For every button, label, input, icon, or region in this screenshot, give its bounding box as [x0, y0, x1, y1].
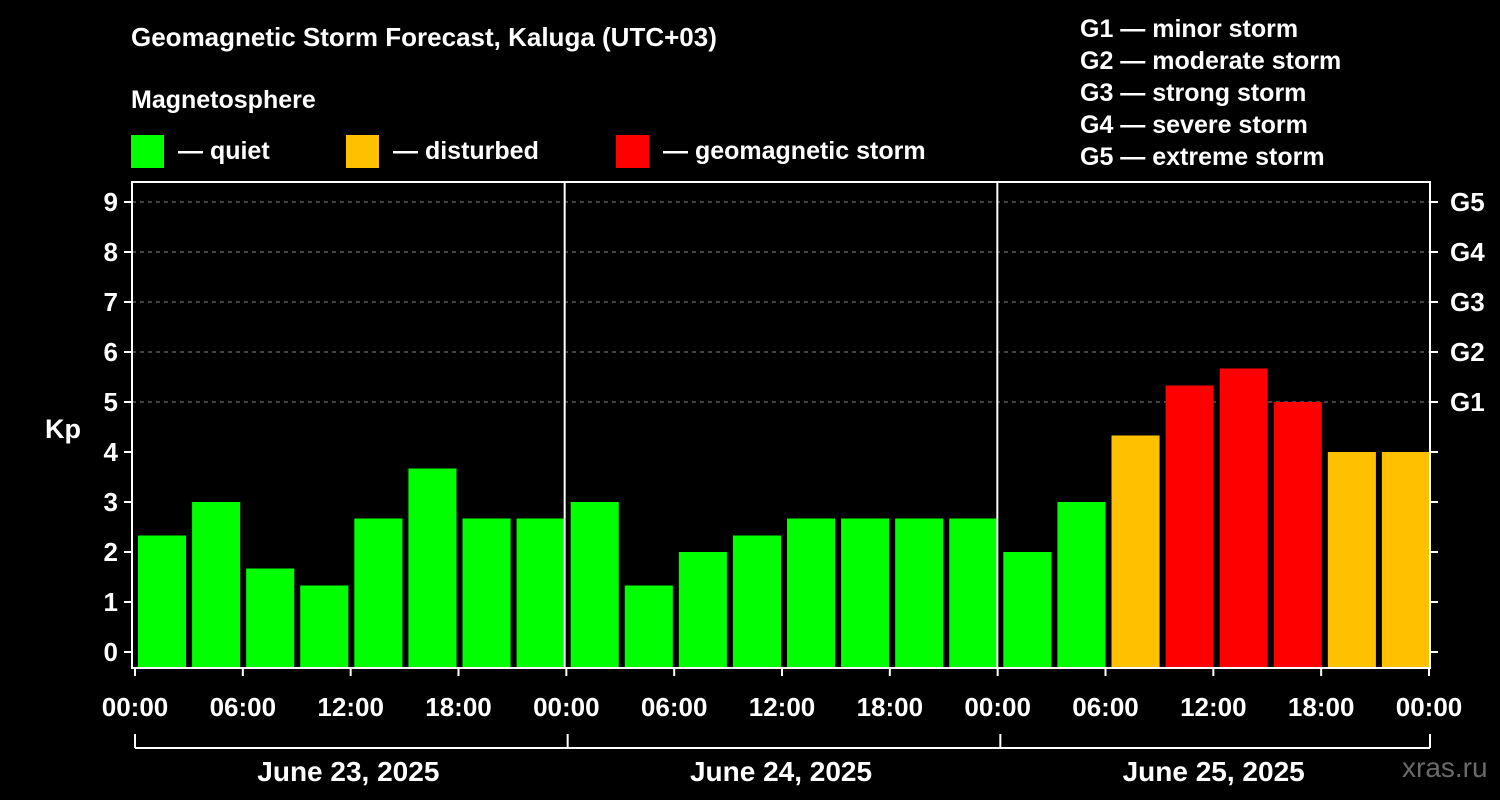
x-tick-label: 18:00 — [857, 692, 924, 722]
day-label: June 25, 2025 — [1123, 756, 1305, 787]
g-level-label: G3 — [1450, 287, 1485, 317]
storm-level-g5: G5 — extreme storm — [1080, 143, 1325, 171]
kp-bar — [138, 535, 187, 668]
kp-bar — [408, 468, 457, 668]
g-level-label: G4 — [1450, 237, 1485, 267]
chart-title: Geomagnetic Storm Forecast, Kaluga (UTC+… — [131, 22, 717, 52]
y-tick-label: 2 — [104, 537, 118, 567]
storm-level-g1: G1 — minor storm — [1080, 15, 1299, 43]
kp-bar — [1327, 452, 1376, 668]
kp-bar — [678, 552, 727, 668]
x-tick-label: 12:00 — [1180, 692, 1247, 722]
kp-bar — [1273, 402, 1322, 668]
kp-bar — [570, 502, 619, 668]
kp-bar — [192, 502, 241, 668]
y-axis-label: Kp — [45, 414, 81, 444]
y-tick-label: 8 — [104, 237, 118, 267]
day-label: June 24, 2025 — [690, 756, 872, 787]
kp-bar — [787, 518, 836, 668]
y-tick-label: 3 — [104, 487, 118, 517]
legend-item-quiet: — quiet — [131, 134, 270, 168]
kp-bar — [1381, 452, 1430, 668]
legend-heading: Magnetosphere — [131, 86, 316, 114]
legend-swatch-quiet — [131, 134, 164, 168]
y-tick-label: 6 — [104, 337, 118, 367]
y-tick-label: 7 — [104, 287, 118, 317]
x-tick-label: 00:00 — [1396, 692, 1463, 722]
kp-bar — [1111, 435, 1160, 668]
watermark: xras.ru — [1402, 752, 1488, 783]
x-tick-label: 18:00 — [425, 692, 492, 722]
y-tick-label: 4 — [104, 437, 119, 467]
kp-bar — [354, 518, 403, 668]
kp-bar — [732, 535, 781, 668]
x-tick-label: 12:00 — [317, 692, 384, 722]
storm-level-g3: G3 — strong storm — [1080, 79, 1307, 107]
kp-bar — [300, 585, 349, 668]
y-tick-label: 9 — [104, 187, 118, 217]
kp-bar — [1003, 552, 1052, 668]
storm-level-legend: G1 — minor storm G2 — moderate storm G3 … — [1080, 13, 1341, 173]
kp-bar — [895, 518, 944, 668]
x-tick-label: 06:00 — [641, 692, 708, 722]
x-tick-label: 12:00 — [749, 692, 816, 722]
legend-label-disturbed: — disturbed — [393, 136, 539, 165]
storm-level-g2: G2 — moderate storm — [1080, 47, 1342, 75]
kp-bar — [949, 518, 998, 668]
y-tick-label: 1 — [104, 587, 118, 617]
kp-bar — [1219, 368, 1268, 668]
kp-bar — [246, 568, 295, 668]
legend-item-storm: — geomagnetic storm — [616, 134, 926, 168]
x-tick-label: 00:00 — [533, 692, 600, 722]
x-tick-label: 06:00 — [1072, 692, 1139, 722]
day-label: June 23, 2025 — [257, 756, 439, 787]
kp-bar — [624, 585, 673, 668]
x-tick-label: 18:00 — [1288, 692, 1355, 722]
kp-bar — [841, 518, 890, 668]
x-tick-label: 00:00 — [964, 692, 1031, 722]
kp-bar — [516, 518, 565, 668]
g-level-label: G1 — [1450, 387, 1485, 417]
x-tick-label: 06:00 — [210, 692, 277, 722]
legend-swatch-disturbed — [346, 134, 379, 168]
kp-bar — [1057, 502, 1106, 668]
g-level-label: G5 — [1450, 187, 1485, 217]
y-tick-label: 0 — [104, 637, 118, 667]
legend-label-storm: — geomagnetic storm — [663, 136, 926, 165]
y-tick-label: 5 — [104, 387, 118, 417]
kp-bar — [1165, 385, 1214, 668]
kp-bar — [462, 518, 511, 668]
storm-level-g4: G4 — severe storm — [1080, 111, 1308, 139]
legend-item-disturbed: — disturbed — [346, 134, 539, 168]
legend-swatch-storm — [616, 134, 649, 168]
g-level-label: G2 — [1450, 337, 1485, 367]
x-tick-label: 00:00 — [102, 692, 169, 722]
legend-label-quiet: — quiet — [178, 136, 270, 165]
